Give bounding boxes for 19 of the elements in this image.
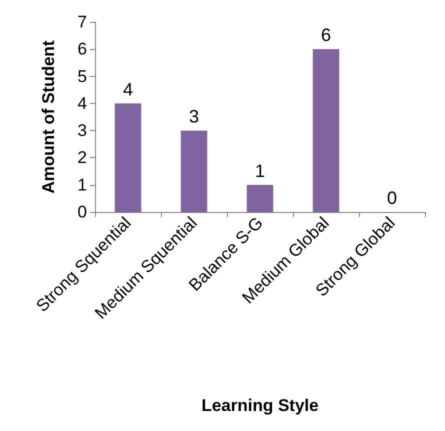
bar — [312, 49, 340, 212]
data-label: 1 — [254, 160, 266, 181]
y-tick-label: 2 — [78, 148, 87, 168]
y-tick-label: 4 — [78, 94, 87, 113]
y-tick-label: 7 — [78, 12, 87, 32]
bar — [180, 130, 208, 212]
y-axis-title: Amount of Student — [39, 40, 58, 194]
data-label: 3 — [188, 106, 200, 127]
data-label: 6 — [320, 25, 332, 46]
y-tick-label: 6 — [78, 40, 87, 59]
bar — [246, 184, 274, 212]
bar — [114, 103, 142, 212]
data-label: 4 — [122, 79, 134, 100]
x-axis-title: Learning Style — [201, 396, 319, 415]
y-tick-label: 0 — [78, 202, 87, 222]
y-tick-label: 3 — [78, 121, 87, 140]
data-label: 0 — [386, 188, 398, 208]
y-tick-label: 5 — [78, 66, 87, 86]
y-tick-label: 1 — [78, 175, 87, 194]
